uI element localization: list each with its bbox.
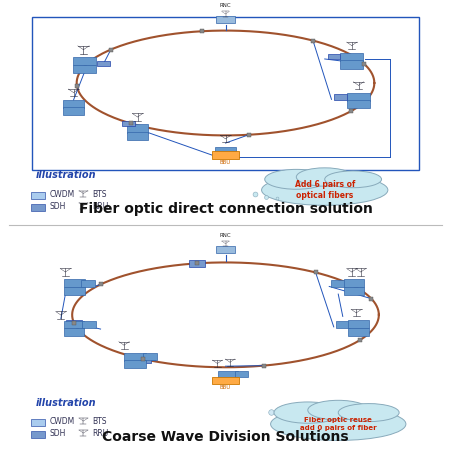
FancyBboxPatch shape: [189, 260, 205, 267]
FancyBboxPatch shape: [73, 57, 96, 66]
Text: RNC: RNC: [220, 233, 231, 238]
FancyBboxPatch shape: [331, 280, 345, 287]
FancyBboxPatch shape: [344, 287, 364, 295]
Text: SDH: SDH: [50, 430, 66, 438]
FancyBboxPatch shape: [122, 121, 135, 126]
Text: Fiber optic reuse
add 0 pairs of fiber: Fiber optic reuse add 0 pairs of fiber: [300, 417, 377, 431]
FancyBboxPatch shape: [215, 147, 236, 154]
FancyBboxPatch shape: [31, 192, 45, 198]
Ellipse shape: [271, 408, 406, 440]
FancyBboxPatch shape: [63, 100, 84, 108]
FancyBboxPatch shape: [73, 65, 96, 73]
Ellipse shape: [265, 169, 328, 189]
FancyBboxPatch shape: [64, 279, 85, 287]
FancyBboxPatch shape: [64, 329, 84, 336]
Text: RNC: RNC: [220, 3, 231, 8]
Text: Add 6 pairs of
optical fibers: Add 6 pairs of optical fibers: [295, 180, 355, 200]
FancyBboxPatch shape: [341, 53, 364, 61]
Text: BBU: BBU: [220, 160, 231, 165]
FancyBboxPatch shape: [66, 319, 82, 327]
Text: Coarse Wave Division Solutions: Coarse Wave Division Solutions: [102, 430, 349, 444]
FancyBboxPatch shape: [334, 95, 347, 100]
FancyBboxPatch shape: [347, 93, 370, 101]
FancyBboxPatch shape: [336, 321, 350, 328]
Text: Fiber optic direct connection solution: Fiber optic direct connection solution: [78, 202, 373, 216]
FancyBboxPatch shape: [235, 371, 248, 377]
FancyBboxPatch shape: [127, 124, 148, 132]
FancyBboxPatch shape: [135, 355, 152, 363]
Text: CWDM: CWDM: [50, 190, 75, 199]
FancyBboxPatch shape: [216, 16, 235, 23]
Ellipse shape: [296, 168, 353, 186]
Ellipse shape: [325, 171, 382, 188]
FancyBboxPatch shape: [218, 370, 238, 378]
Ellipse shape: [262, 175, 388, 205]
FancyBboxPatch shape: [82, 321, 96, 328]
FancyBboxPatch shape: [127, 131, 148, 140]
Ellipse shape: [308, 400, 369, 420]
FancyBboxPatch shape: [124, 360, 146, 368]
FancyBboxPatch shape: [341, 60, 364, 69]
Text: BTS: BTS: [92, 417, 107, 426]
FancyBboxPatch shape: [31, 420, 45, 426]
Text: illustration: illustration: [36, 398, 97, 408]
FancyBboxPatch shape: [31, 431, 45, 438]
FancyBboxPatch shape: [31, 204, 45, 211]
Text: BTS: BTS: [92, 190, 107, 199]
Text: CWDM: CWDM: [50, 417, 75, 426]
FancyBboxPatch shape: [63, 107, 84, 115]
FancyBboxPatch shape: [348, 328, 369, 336]
Ellipse shape: [338, 404, 399, 422]
FancyBboxPatch shape: [327, 54, 340, 60]
FancyBboxPatch shape: [124, 353, 146, 361]
FancyBboxPatch shape: [64, 287, 85, 295]
FancyBboxPatch shape: [344, 279, 364, 287]
Text: RRU: RRU: [92, 202, 109, 211]
FancyBboxPatch shape: [97, 61, 110, 66]
FancyBboxPatch shape: [348, 320, 369, 328]
Ellipse shape: [274, 402, 342, 423]
FancyBboxPatch shape: [216, 246, 235, 253]
FancyBboxPatch shape: [212, 152, 239, 159]
Text: illustration: illustration: [36, 170, 97, 180]
FancyBboxPatch shape: [347, 100, 370, 108]
FancyBboxPatch shape: [143, 354, 157, 360]
Text: SDH: SDH: [50, 202, 66, 211]
FancyBboxPatch shape: [64, 321, 84, 329]
FancyBboxPatch shape: [81, 280, 95, 287]
Text: RRU: RRU: [92, 430, 109, 438]
Text: BBU: BBU: [220, 385, 231, 390]
FancyBboxPatch shape: [212, 377, 239, 384]
